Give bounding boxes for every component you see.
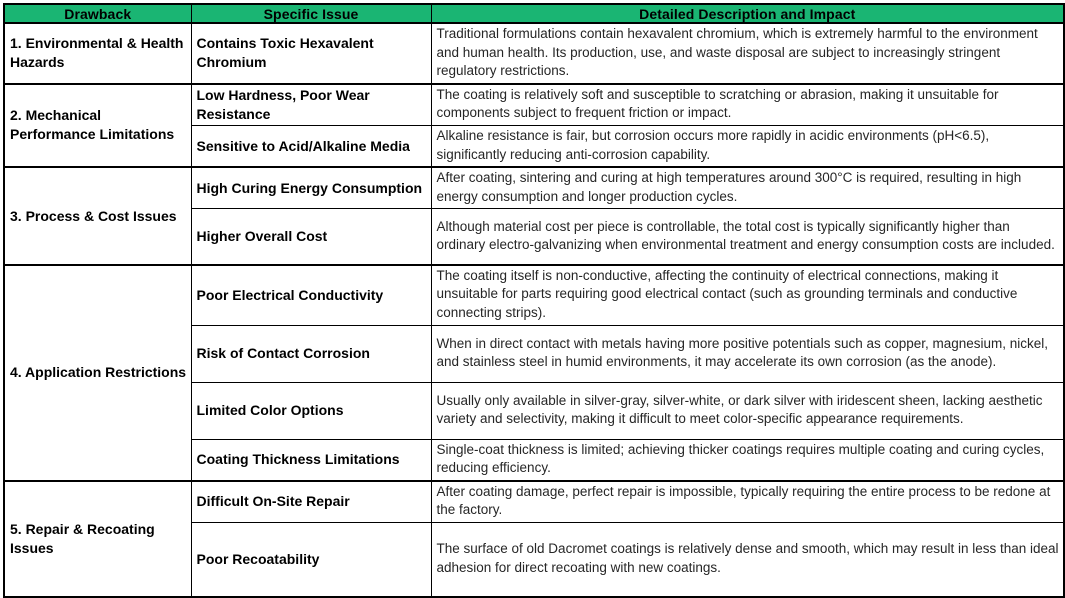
issue-cell: High Curing Energy Consumption	[190, 166, 432, 210]
drawbacks-table: Drawback Specific Issue Detailed Descrip…	[3, 3, 1065, 598]
table-header: Drawback Specific Issue Detailed Descrip…	[3, 3, 1065, 24]
header-row: Drawback Specific Issue Detailed Descrip…	[3, 3, 1065, 24]
drawback-cell-application-restrictions: 4. Application Restrictions	[3, 263, 192, 482]
description-cell: After coating, sintering and curing at h…	[430, 166, 1065, 210]
table-row: 4. Application Restrictions Poor Electri…	[3, 263, 1065, 482]
issue-cell: Low Hardness, Poor Wear Resistance	[190, 82, 432, 126]
table-body: 1. Environmental & Health Hazards Contai…	[3, 22, 1065, 598]
drawback-cell-environmental-health: 1. Environmental & Health Hazards	[3, 22, 192, 85]
column-header-drawback: Drawback	[3, 3, 192, 24]
description-cell: When in direct contact with metals havin…	[430, 324, 1065, 383]
issue-cell: Limited Color Options	[190, 381, 432, 440]
document-sheet: Drawback Specific Issue Detailed Descrip…	[3, 3, 1065, 598]
table-row: Higher Overall Cost Although material co…	[4, 208, 1065, 266]
description-cell: Usually only available in silver-gray, s…	[430, 381, 1065, 440]
table-row: Coating Thickness Limitations Single-coa…	[4, 438, 1065, 482]
description-cell: The coating is relatively soft and susce…	[430, 82, 1065, 126]
issue-cell: Contains Toxic Hexavalent Chromium	[190, 22, 432, 85]
issue-cell: Sensitive to Acid/Alkaline Media	[190, 124, 432, 168]
drawback-cell-mechanical-performance: 2. Mechanical Performance Limitations	[3, 82, 192, 168]
issue-cell: Risk of Contact Corrosion	[190, 324, 432, 383]
issue-cell: Coating Thickness Limitations	[190, 438, 432, 482]
issue-cell: Poor Recoatability	[190, 522, 432, 598]
column-header-specific-issue: Specific Issue	[190, 3, 432, 24]
table-row: Sensitive to Acid/Alkaline Media Alkalin…	[4, 124, 1065, 168]
description-cell: After coating damage, perfect repair is …	[430, 479, 1065, 523]
description-cell: Traditional formulations contain hexaval…	[430, 22, 1065, 85]
description-cell: Although material cost per piece is cont…	[430, 208, 1065, 266]
table-row: 2. Mechanical Performance Limitations Lo…	[3, 82, 1065, 168]
description-cell: Alkaline resistance is fair, but corrosi…	[430, 124, 1065, 168]
table-row: Limited Color Options Usually only avail…	[4, 381, 1065, 440]
description-cell: Single-coat thickness is limited; achiev…	[430, 438, 1065, 482]
issue-cell: Poor Electrical Conductivity	[190, 263, 432, 326]
column-header-description: Detailed Description and Impact	[430, 3, 1065, 24]
description-cell: The surface of old Dacromet coatings is …	[430, 522, 1065, 598]
description-cell: The coating itself is non-conductive, af…	[430, 263, 1065, 326]
drawback-cell-process-cost: 3. Process & Cost Issues	[3, 166, 192, 266]
table-row: 3. Process & Cost Issues High Curing Ene…	[3, 166, 1065, 266]
table-row: Risk of Contact Corrosion When in direct…	[4, 324, 1065, 383]
issue-cell: Higher Overall Cost	[190, 208, 432, 266]
issue-cell: Difficult On-Site Repair	[190, 479, 432, 523]
table-row: 1. Environmental & Health Hazards Contai…	[3, 22, 1065, 85]
drawback-cell-repair-recoating: 5. Repair & Recoating Issues	[3, 479, 192, 597]
table-row: 5. Repair & Recoating Issues Difficult O…	[3, 479, 1065, 597]
